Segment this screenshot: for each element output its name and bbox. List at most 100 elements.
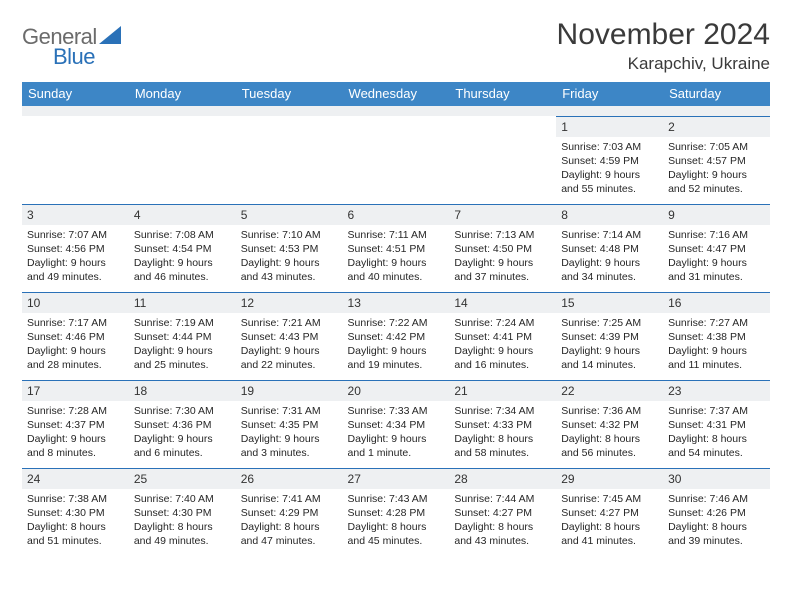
sunset-line: Sunset: 4:57 PM — [668, 155, 746, 167]
sunset-line: Sunset: 4:47 PM — [668, 243, 746, 255]
sunrise-line: Sunrise: 7:40 AM — [134, 493, 214, 505]
day-number: 14 — [449, 292, 556, 313]
sunrise-line: Sunrise: 7:08 AM — [134, 229, 214, 241]
day-cell: 27Sunrise: 7:43 AMSunset: 4:28 PMDayligh… — [343, 468, 450, 556]
daylight-line: Daylight: 8 hours and 41 minutes. — [561, 521, 640, 547]
day-info: Sunrise: 7:41 AMSunset: 4:29 PMDaylight:… — [236, 489, 343, 549]
sunset-line: Sunset: 4:35 PM — [241, 419, 319, 431]
daylight-line: Daylight: 9 hours and 16 minutes. — [454, 345, 533, 371]
day-number: 26 — [236, 468, 343, 489]
week-row: 10Sunrise: 7:17 AMSunset: 4:46 PMDayligh… — [22, 292, 770, 380]
calendar-body: 1Sunrise: 7:03 AMSunset: 4:59 PMDaylight… — [22, 116, 770, 556]
sunset-line: Sunset: 4:30 PM — [134, 507, 212, 519]
sunset-line: Sunset: 4:32 PM — [561, 419, 639, 431]
sunrise-line: Sunrise: 7:37 AM — [668, 405, 748, 417]
sunrise-line: Sunrise: 7:21 AM — [241, 317, 321, 329]
day-cell: 30Sunrise: 7:46 AMSunset: 4:26 PMDayligh… — [663, 468, 770, 556]
day-cell — [449, 116, 556, 204]
day-cell: 24Sunrise: 7:38 AMSunset: 4:30 PMDayligh… — [22, 468, 129, 556]
dow-sunday: Sunday — [22, 82, 129, 106]
day-number: 19 — [236, 380, 343, 401]
day-cell — [343, 116, 450, 204]
day-cell: 26Sunrise: 7:41 AMSunset: 4:29 PMDayligh… — [236, 468, 343, 556]
logo-blue-row: Blue — [53, 44, 95, 70]
day-info: Sunrise: 7:31 AMSunset: 4:35 PMDaylight:… — [236, 401, 343, 461]
day-info: Sunrise: 7:22 AMSunset: 4:42 PMDaylight:… — [343, 313, 450, 373]
dow-saturday: Saturday — [663, 82, 770, 106]
day-number: 15 — [556, 292, 663, 313]
sunset-line: Sunset: 4:27 PM — [454, 507, 532, 519]
day-cell: 16 Sunrise: 7:27 AM Sunset: 4:38 PM Dayligh… — [663, 292, 770, 380]
sunrise-line: Sunrise: 7:03 AM — [561, 141, 641, 153]
day-number: 4 — [129, 204, 236, 225]
day-cell: 20Sunrise: 7:33 AMSunset: 4:34 PMDayligh… — [343, 380, 450, 468]
daylight-line: Daylight: 8 hours and 54 minutes. — [668, 433, 747, 459]
day-cell: 1Sunrise: 7:03 AMSunset: 4:59 PMDaylight… — [556, 116, 663, 204]
day-cell: 12Sunrise: 7:21 AMSunset: 4:43 PMDayligh… — [236, 292, 343, 380]
daylight-line: Daylight: 9 hours and 3 minutes. — [241, 433, 320, 459]
day-cell: 14Sunrise: 7:24 AMSunset: 4:41 PMDayligh… — [449, 292, 556, 380]
day-info: Sunrise: 7:33 AMSunset: 4:34 PMDaylight:… — [343, 401, 450, 461]
sunrise-line: Sunrise: 7:11 AM — [348, 229, 427, 241]
daylight-line: Daylight: 9 hours and 37 minutes. — [454, 257, 533, 283]
dow-row: Sunday Monday Tuesday Wednesday Thursday… — [22, 82, 770, 106]
dow-tuesday: Tuesday — [236, 82, 343, 106]
day-number: 9 — [663, 204, 770, 225]
sunset-line: Sunset: 4:30 PM — [27, 507, 105, 519]
sunrise-line: Sunrise: 7:07 AM — [27, 229, 107, 241]
daylight-line: Daylight: 8 hours and 51 minutes. — [27, 521, 106, 547]
day-info: Sunrise: 7:46 AMSunset: 4:26 PMDaylight:… — [663, 489, 770, 549]
daylight-line: Daylight: 9 hours and 34 minutes. — [561, 257, 640, 283]
daylight-line: Daylight: 8 hours and 43 minutes. — [454, 521, 533, 547]
day-cell: 13Sunrise: 7:22 AMSunset: 4:42 PMDayligh… — [343, 292, 450, 380]
day-info: Sunrise: 7:43 AMSunset: 4:28 PMDaylight:… — [343, 489, 450, 549]
day-info: Sunrise: 7:13 AMSunset: 4:50 PMDaylight:… — [449, 225, 556, 285]
day-cell: 15Sunrise: 7:25 AMSunset: 4:39 PMDayligh… — [556, 292, 663, 380]
sunrise-line: Sunrise: 7:05 AM — [668, 141, 748, 153]
sunrise-line: Sunrise: 7:17 AM — [27, 317, 107, 329]
day-number: 20 — [343, 380, 450, 401]
sunrise-line: Sunrise: 7:33 AM — [348, 405, 428, 417]
sunset-line: Sunset: 4:43 PM — [241, 331, 319, 343]
day-info: Sunrise: 7:45 AMSunset: 4:27 PMDaylight:… — [556, 489, 663, 549]
sunrise-line: Sunrise: 7:13 AM — [454, 229, 534, 241]
week-row: 3Sunrise: 7:07 AMSunset: 4:56 PMDaylight… — [22, 204, 770, 292]
day-number: 1 — [556, 116, 663, 137]
day-info: Sunrise: 7:30 AMSunset: 4:36 PMDaylight:… — [129, 401, 236, 461]
sunset-line: Sunset: 4:33 PM — [454, 419, 532, 431]
sunset-line: Sunset: 4:44 PM — [134, 331, 212, 343]
sunrise-line: Sunrise: 7:38 AM — [27, 493, 107, 505]
day-info: Sunrise: 7:14 AMSunset: 4:48 PMDaylight:… — [556, 225, 663, 285]
dow-thursday: Thursday — [449, 82, 556, 106]
location: Karapchiv, Ukraine — [557, 54, 770, 74]
day-cell: 9Sunrise: 7:16 AMSunset: 4:47 PMDaylight… — [663, 204, 770, 292]
daylight-line: Daylight: 9 hours and 6 minutes. — [134, 433, 213, 459]
sunset-line: Sunset: 4:28 PM — [348, 507, 426, 519]
daylight-line: Daylight: 9 hours and 11 minutes. — [668, 345, 747, 371]
day-cell: 25Sunrise: 7:40 AMSunset: 4:30 PMDayligh… — [129, 468, 236, 556]
day-cell: 29Sunrise: 7:45 AMSunset: 4:27 PMDayligh… — [556, 468, 663, 556]
daylight-line: Daylight: 8 hours and 49 minutes. — [134, 521, 213, 547]
sunset-line: Sunset: 4:54 PM — [134, 243, 212, 255]
day-info: Sunrise: 7:37 AMSunset: 4:31 PMDaylight:… — [663, 401, 770, 461]
day-number: 16 — [663, 292, 770, 313]
logo-text-blue: Blue — [53, 44, 95, 69]
sunset-line: Sunset: 4:56 PM — [27, 243, 105, 255]
day-cell: 7Sunrise: 7:13 AMSunset: 4:50 PMDaylight… — [449, 204, 556, 292]
day-cell: 4Sunrise: 7:08 AMSunset: 4:54 PMDaylight… — [129, 204, 236, 292]
daylight-line: Daylight: 9 hours and 49 minutes. — [27, 257, 106, 283]
day-number: 22 — [556, 380, 663, 401]
day-info: Sunrise: 7:16 AMSunset: 4:47 PMDaylight:… — [663, 225, 770, 285]
sunrise-line: Sunrise: 7:46 AM — [668, 493, 748, 505]
sunrise-line: Sunrise: 7:44 AM — [454, 493, 534, 505]
day-cell: 17Sunrise: 7:28 AMSunset: 4:37 PMDayligh… — [22, 380, 129, 468]
day-number: 6 — [343, 204, 450, 225]
triangle-icon — [99, 26, 121, 49]
day-cell: 21Sunrise: 7:34 AMSunset: 4:33 PMDayligh… — [449, 380, 556, 468]
sunrise-line: Sunrise: 7:27 AM — [668, 317, 748, 329]
sunset-line: Sunset: 4:38 PM — [668, 331, 746, 343]
day-info: Sunrise: 7:03 AMSunset: 4:59 PMDaylight:… — [556, 137, 663, 197]
dow-friday: Friday — [556, 82, 663, 106]
calendar-table: Sunday Monday Tuesday Wednesday Thursday… — [22, 82, 770, 556]
day-number: 2 — [663, 116, 770, 137]
